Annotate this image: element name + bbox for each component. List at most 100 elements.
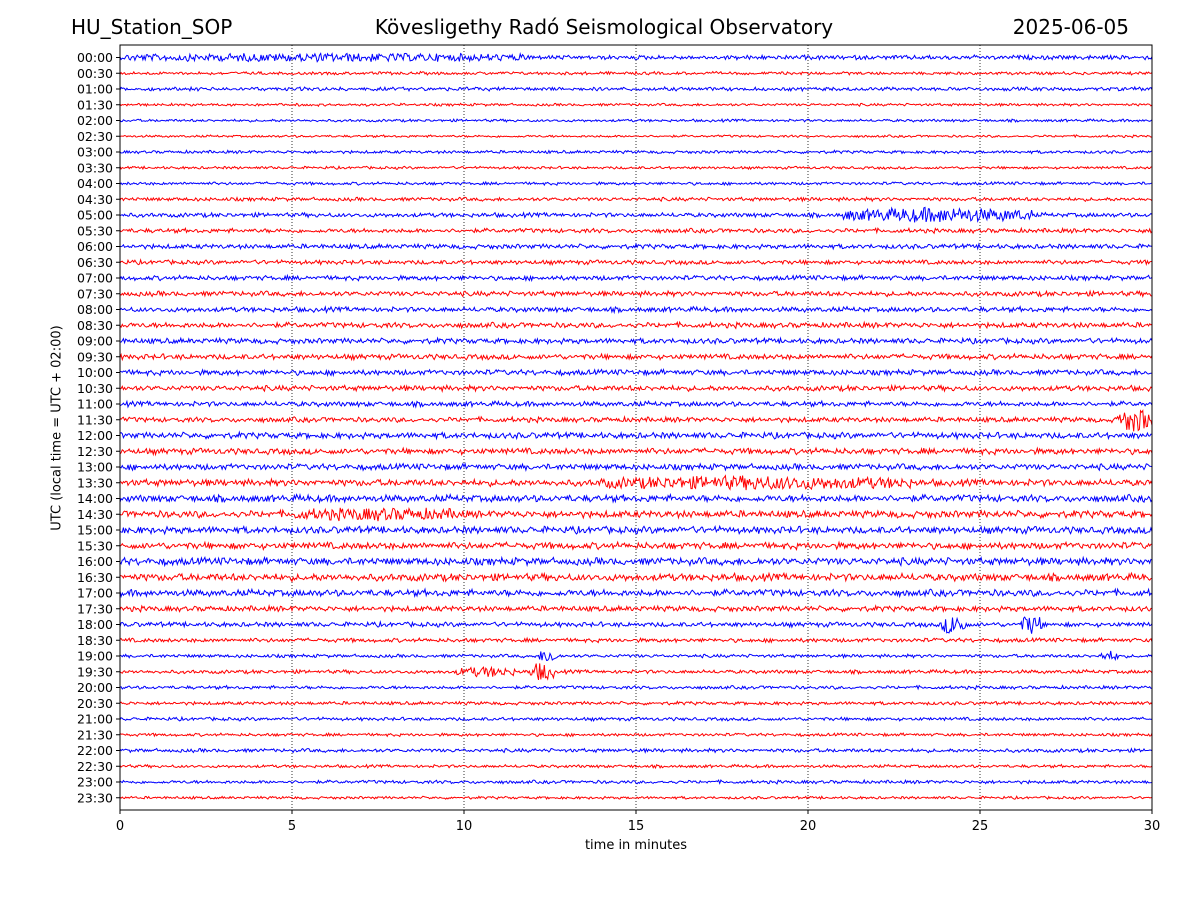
x-tick-group: 0 5 10 15 20 25 30 [116, 810, 1160, 834]
x-tick-label: 15 [628, 819, 645, 834]
seismic-trace [119, 663, 1153, 681]
seismic-trace [119, 524, 1153, 536]
y-tick-label: 07:00 [77, 271, 113, 286]
x-tick-label: 20 [800, 819, 817, 834]
y-tick-label: 16:30 [77, 570, 113, 585]
y-tick-label: 08:00 [77, 302, 113, 317]
x-axis-label: time in minutes [584, 838, 688, 853]
seismic-trace [119, 85, 1153, 93]
y-tick-label: 23:00 [77, 775, 113, 790]
y-tick-label: 23:30 [77, 790, 113, 805]
seismic-trace [119, 540, 1153, 552]
trace-group [119, 51, 1153, 801]
seismic-trace [119, 383, 1153, 393]
seismic-trace [119, 795, 1153, 801]
seismic-trace [119, 684, 1153, 691]
y-tick-label: 10:30 [77, 381, 113, 396]
seismic-trace [119, 399, 1153, 409]
seismic-trace [119, 336, 1153, 346]
seismic-trace [119, 604, 1153, 614]
y-tick-label: 10:00 [77, 365, 113, 380]
y-tick-label: 11:00 [77, 397, 113, 412]
seismic-trace [119, 763, 1153, 770]
seismic-trace [119, 492, 1153, 505]
y-tick-label: 22:00 [77, 743, 113, 758]
seismic-trace [119, 258, 1153, 267]
seismic-trace [119, 409, 1153, 432]
y-tick-label: 01:30 [77, 97, 113, 112]
y-tick-label: 09:00 [77, 334, 113, 349]
y-tick-label: 01:00 [77, 82, 113, 97]
y-tick-label: 15:00 [77, 523, 113, 538]
x-tick-label: 5 [288, 819, 296, 834]
seismic-trace [119, 134, 1153, 139]
y-tick-label: 18:30 [77, 633, 113, 648]
seismic-trace [119, 367, 1153, 378]
seismic-trace [119, 571, 1153, 583]
seismic-trace [119, 305, 1153, 315]
y-tick-label: 19:30 [77, 664, 113, 679]
seismic-trace [119, 636, 1153, 644]
seismic-trace [119, 273, 1153, 283]
x-tick-label: 25 [972, 819, 989, 834]
station-title: HU_Station_SOP [71, 15, 233, 39]
seismic-trace [119, 102, 1153, 108]
y-tick-label: 18:00 [77, 617, 113, 632]
date-title: 2025-06-05 [1012, 15, 1129, 39]
y-tick-label: 19:00 [77, 649, 113, 664]
seismic-trace [119, 149, 1153, 155]
y-tick-label: 22:30 [77, 759, 113, 774]
seismic-trace [119, 430, 1153, 441]
seismic-trace [119, 118, 1153, 124]
seismic-trace [119, 778, 1153, 785]
seismic-trace [119, 242, 1153, 251]
y-tick-label: 00:00 [77, 50, 113, 65]
y-tick-label: 13:00 [77, 460, 113, 475]
seismic-trace [119, 289, 1153, 299]
x-tick-label: 10 [456, 819, 473, 834]
y-tick-label: 00:30 [77, 66, 113, 81]
y-tick-label: 02:30 [77, 129, 113, 144]
y-tick-label: 08:30 [77, 318, 113, 333]
seismic-trace [119, 747, 1153, 754]
y-tick-label: 13:30 [77, 475, 113, 490]
y-tick-label: 04:00 [77, 176, 113, 191]
y-tick-label: 03:30 [77, 160, 113, 175]
seismic-trace [119, 320, 1153, 330]
observatory-title: Kövesligethy Radó Seismological Observat… [374, 15, 834, 39]
seismic-trace [119, 650, 1153, 662]
y-tick-label: 05:00 [77, 208, 113, 223]
y-tick-label: 11:30 [77, 412, 113, 427]
seismic-trace [119, 446, 1153, 457]
y-axis-label: UTC (local time = UTC + 02:00) [49, 325, 65, 531]
y-tick-label: 15:30 [77, 538, 113, 553]
y-tick-label: 06:30 [77, 255, 113, 270]
seismic-trace [119, 352, 1153, 362]
y-tick-label: 17:30 [77, 601, 113, 616]
seismic-trace [119, 616, 1153, 634]
y-tick-label: 02:00 [77, 113, 113, 128]
seismic-trace [119, 700, 1153, 707]
y-tick-label: 14:30 [77, 507, 113, 522]
y-tick-label: 04:30 [77, 192, 113, 207]
seismic-trace [119, 51, 1153, 63]
y-tick-label: 20:00 [77, 680, 113, 695]
grid-lines [119, 45, 1153, 810]
seismic-trace [119, 507, 1153, 522]
seismic-trace [119, 715, 1153, 722]
seismic-trace [119, 180, 1153, 187]
y-tick-label: 12:00 [77, 428, 113, 443]
y-tick-group: 00:0000:3001:0001:3002:0002:3003:0003:30… [77, 50, 120, 805]
y-tick-label: 21:30 [77, 727, 113, 742]
y-tick-label: 17:00 [77, 586, 113, 601]
y-tick-label: 03:00 [77, 145, 113, 160]
seismic-trace [119, 196, 1153, 203]
y-tick-label: 05:30 [77, 223, 113, 238]
seismic-trace [119, 555, 1153, 568]
y-tick-label: 06:00 [77, 239, 113, 254]
x-tick-label: 30 [1144, 819, 1161, 834]
y-tick-label: 14:00 [77, 491, 113, 506]
x-tick-label: 0 [116, 819, 124, 834]
y-tick-label: 20:30 [77, 696, 113, 711]
